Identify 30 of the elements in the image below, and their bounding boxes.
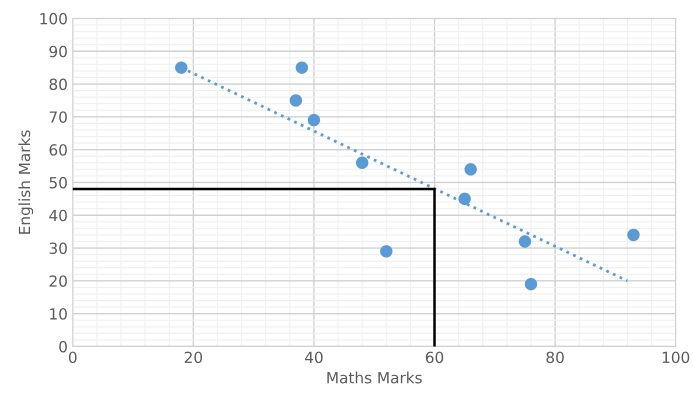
y-tick-label: 80	[50, 78, 67, 90]
point	[380, 245, 392, 258]
point	[524, 278, 538, 290]
y-tick-label: 100	[40, 12, 67, 24]
point	[627, 228, 640, 242]
point	[356, 156, 368, 169]
x-tick-label: 60	[426, 352, 444, 364]
point	[308, 114, 320, 126]
point	[464, 163, 477, 176]
point	[518, 235, 532, 248]
y-tick-label: 30	[50, 242, 67, 254]
point	[290, 94, 302, 107]
point	[458, 192, 471, 206]
point	[175, 61, 188, 74]
y-tick-label: 50	[50, 176, 67, 188]
y-tick-label: 70	[50, 111, 67, 123]
y-tick-label: 0	[59, 340, 67, 352]
x-tick-label: 100	[662, 352, 690, 364]
y-tick-label: 90	[49, 46, 67, 58]
point	[296, 61, 308, 74]
x-axis-title: Maths Marks	[327, 372, 422, 384]
x-tick-label: 80	[546, 352, 564, 364]
y-tick-label: 60	[50, 144, 67, 156]
y-tick-label: 10	[50, 308, 67, 320]
x-tick-label: 40	[304, 352, 323, 364]
x-tick-label: 0	[68, 352, 77, 364]
y-tick-label: 40	[49, 210, 67, 222]
y-tick-label: 20	[50, 275, 67, 287]
y-axis-title: English Marks	[18, 130, 34, 234]
x-tick-label: 20	[184, 352, 202, 364]
